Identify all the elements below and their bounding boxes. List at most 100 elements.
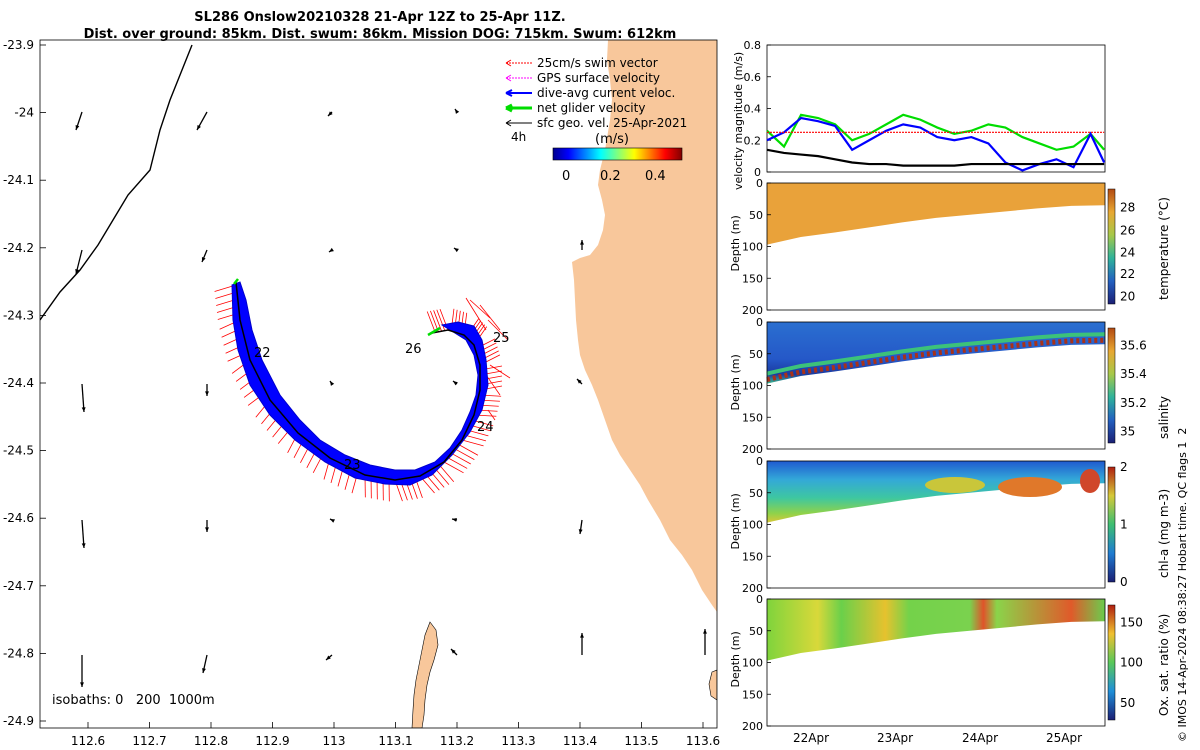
lon-tick-label: 112.9 <box>255 734 289 748</box>
swim-vector <box>458 444 479 456</box>
legend-dive-avg: dive-avg current veloc. <box>505 86 675 100</box>
swim-vector <box>461 439 484 447</box>
colorbar-tick-label: 35.6 <box>1120 338 1147 352</box>
chl-maximum-patch <box>1080 469 1100 493</box>
velocity-ytick: 0.2 <box>744 134 762 147</box>
day-label-23: 23 <box>344 458 361 473</box>
geo-vector-head <box>80 682 84 687</box>
section-ox: 0 50 100 150 200 Depth (m) 50 100 150 Ox. sat. ra… <box>729 593 1171 733</box>
geo-vector-head <box>454 248 459 253</box>
colorbar-tick-label: 50 <box>1120 696 1135 710</box>
depth-tick-label: 0 <box>756 177 763 190</box>
depth-tick-label: 50 <box>749 625 763 638</box>
depth-axis-label: Depth (m) <box>729 493 742 549</box>
day-label-24: 24 <box>477 420 494 435</box>
footer-timestamp: © IMOS 14-Apr-2024 08:38:27 Hobart time.… <box>1176 428 1189 742</box>
section-colorbar <box>1107 327 1116 444</box>
geo-vector-arrow <box>81 383 85 413</box>
track-centerline <box>235 281 481 481</box>
swim-vector <box>487 319 509 341</box>
colorbar-tick-label: 20 <box>1120 289 1135 303</box>
swim-vector <box>489 364 511 379</box>
legend-label-gps: GPS surface velocity <box>537 71 660 85</box>
geo-vector-head <box>205 527 209 532</box>
depth-tick-label: 50 <box>749 348 763 361</box>
salinity-halocline <box>766 332 1106 376</box>
lon-tick-label: 112.8 <box>194 734 228 748</box>
map-axis-ticks: 112.6 112.7 112.8 112.9 113 113.1 113.2 113.3 11… <box>3 38 720 748</box>
swim-vector <box>464 434 487 442</box>
depth-tick-label: 150 <box>742 688 763 701</box>
geo-vector-head <box>329 247 334 252</box>
geo-vector-head <box>328 111 333 116</box>
colorbar-tick-label: 26 <box>1120 223 1135 237</box>
swim-vector <box>436 309 446 331</box>
colorbar-tick-label: 2 <box>1120 460 1128 474</box>
velocity-panel: 0 0.2 0.4 0.6 0.8 velocity magnitude (m/s) <box>732 39 1106 190</box>
legend-swim: 25cm/s swim vector <box>505 56 658 70</box>
section-field <box>767 461 1105 523</box>
colorbar-tick-label: 100 <box>1120 656 1143 670</box>
lat-tick-label: -24.4 <box>3 376 34 390</box>
swim-vector <box>451 452 471 465</box>
geo-vector-head <box>75 269 80 274</box>
colorbar-variable-label: temperature (°C) <box>1157 197 1171 300</box>
lon-tick-label: 113.6 <box>686 734 720 748</box>
swim-vector <box>426 311 436 333</box>
depth-tick-label: 0 <box>756 455 763 468</box>
net-velocity-start <box>233 278 239 285</box>
depth-tick-label: 200 <box>742 304 763 317</box>
swim-vector <box>443 461 464 474</box>
legend-label-dive-avg: dive-avg current veloc. <box>537 86 675 100</box>
depth-tick-label: 0 <box>756 593 763 606</box>
day-label-26: 26 <box>405 342 422 357</box>
time-tick-25apr: 25Apr <box>1046 731 1082 745</box>
isobath-label: isobaths: 0 200 1000m <box>52 693 215 708</box>
lat-tick-label: -24.6 <box>3 511 34 525</box>
swim-vector <box>454 448 475 460</box>
legend-label-swim: 25cm/s swim vector <box>537 56 658 70</box>
day-label-22: 22 <box>254 346 271 361</box>
depth-tick-label: 100 <box>742 519 763 532</box>
depth-tick-label: 150 <box>742 550 763 563</box>
colorbar-tick-04: 0.4 <box>645 169 666 184</box>
depth-tick-label: 0 <box>756 316 763 329</box>
section-salinity: 0 50 100 150 200 Depth (m) 35 35.2 35.4 35.6 salin… <box>729 316 1171 456</box>
geo-vector-head <box>577 379 582 384</box>
colorbar-variable-label: chl-a (mg m-3) <box>1157 489 1171 578</box>
lon-tick-label: 113.5 <box>624 734 658 748</box>
swim-vector <box>438 464 455 483</box>
depth-tick-label: 200 <box>742 443 763 456</box>
colorbar-tick-label: 35.2 <box>1120 396 1147 410</box>
map-frame <box>39 39 718 729</box>
velocity-series-dive-avg-current-veloc- <box>766 116 1106 172</box>
depth-tick-label: 200 <box>742 582 763 595</box>
colorbar-tick-label: 28 <box>1120 200 1135 214</box>
section-colorbar <box>1107 466 1116 583</box>
depth-axis-label: Depth (m) <box>729 354 742 410</box>
lon-tick-label: 113 <box>323 734 346 748</box>
colorbar-unit: (m/s) <box>595 132 629 147</box>
section-field <box>767 599 1105 661</box>
time-tick-22apr: 22Apr <box>793 731 829 745</box>
velocity-ytick: 0 <box>754 166 761 179</box>
section-field <box>767 322 1105 384</box>
section-chl-a: 0 50 100 150 200 Depth (m) 0 1 2 chl-a (mg m-3) <box>729 455 1171 595</box>
geo-vector-head <box>451 649 456 654</box>
geo-vector-head <box>330 381 335 386</box>
legend-label-sfc-geo: sfc geo. vel. 25-Apr-2021 <box>537 116 687 130</box>
geo-vector-head <box>330 519 335 523</box>
legend-net: net glider velocity <box>505 101 645 115</box>
geo-vector-head <box>326 655 331 660</box>
time-tick-23apr: 23Apr <box>877 731 913 745</box>
colorbar-tick-label: 22 <box>1120 267 1135 281</box>
swim-vector <box>433 310 442 332</box>
swim-vector <box>487 409 496 421</box>
lat-tick-label: -24.5 <box>3 444 34 458</box>
depth-tick-label: 150 <box>742 411 763 424</box>
geo-vector-head <box>453 381 458 386</box>
lon-tick-label: 112.6 <box>71 734 105 748</box>
colorbar-tick-label: 24 <box>1120 245 1135 259</box>
geo-vector-head <box>455 109 460 114</box>
